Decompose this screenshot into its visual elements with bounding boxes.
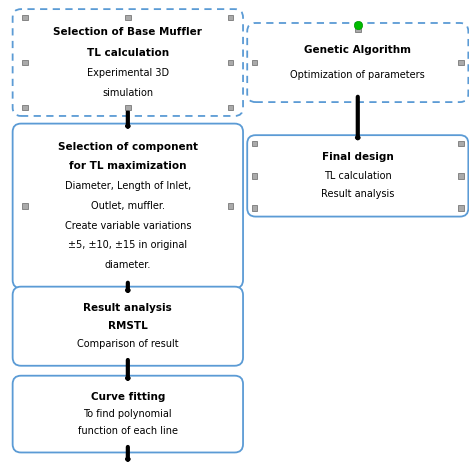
Text: Result analysis: Result analysis [321, 189, 394, 199]
Text: function of each line: function of each line [78, 426, 178, 436]
Bar [22, 60, 28, 65]
Text: Result analysis: Result analysis [83, 303, 172, 313]
Bar [252, 60, 257, 65]
FancyBboxPatch shape [13, 376, 243, 453]
Text: Final design: Final design [322, 152, 393, 162]
Bar [22, 105, 28, 110]
Bar [355, 26, 361, 32]
Bar [252, 205, 257, 211]
Bar [228, 15, 233, 20]
Text: RMSTL: RMSTL [108, 321, 148, 331]
Text: TL calculation: TL calculation [87, 48, 169, 58]
FancyBboxPatch shape [247, 23, 468, 102]
Text: Selection of component: Selection of component [58, 142, 198, 152]
Bar [228, 203, 233, 209]
Bar [458, 205, 464, 211]
Bar [228, 105, 233, 110]
Text: Selection of Base Muffler: Selection of Base Muffler [54, 27, 202, 37]
Text: Comparison of result: Comparison of result [77, 339, 179, 349]
Text: Experimental 3D: Experimental 3D [87, 67, 169, 77]
Bar [228, 60, 233, 65]
FancyBboxPatch shape [13, 9, 243, 116]
Bar [22, 15, 28, 20]
FancyBboxPatch shape [13, 124, 243, 288]
FancyBboxPatch shape [247, 135, 468, 217]
Text: simulation: simulation [102, 88, 154, 98]
Text: Diameter, Length of Inlet,: Diameter, Length of Inlet, [65, 181, 191, 191]
Text: for TL maximization: for TL maximization [69, 161, 187, 171]
Text: TL calculation: TL calculation [324, 171, 392, 181]
Text: ±5, ±10, ±15 in original: ±5, ±10, ±15 in original [68, 240, 187, 251]
Text: Genetic Algorithm: Genetic Algorithm [304, 45, 411, 55]
Text: Outlet, muffler.: Outlet, muffler. [91, 201, 165, 211]
Bar [252, 141, 257, 146]
Text: To find polynomial: To find polynomial [83, 409, 172, 419]
Text: Optimization of parameters: Optimization of parameters [291, 70, 425, 80]
Bar [252, 173, 257, 178]
Bar [458, 173, 464, 178]
FancyBboxPatch shape [13, 287, 243, 366]
Text: diameter.: diameter. [105, 260, 151, 270]
Text: Create variable variations: Create variable variations [64, 221, 191, 231]
Bar [22, 203, 28, 209]
Bar [125, 105, 131, 110]
Text: Curve fitting: Curve fitting [91, 392, 165, 402]
Bar [125, 15, 131, 20]
Bar [458, 141, 464, 146]
Bar [458, 60, 464, 65]
